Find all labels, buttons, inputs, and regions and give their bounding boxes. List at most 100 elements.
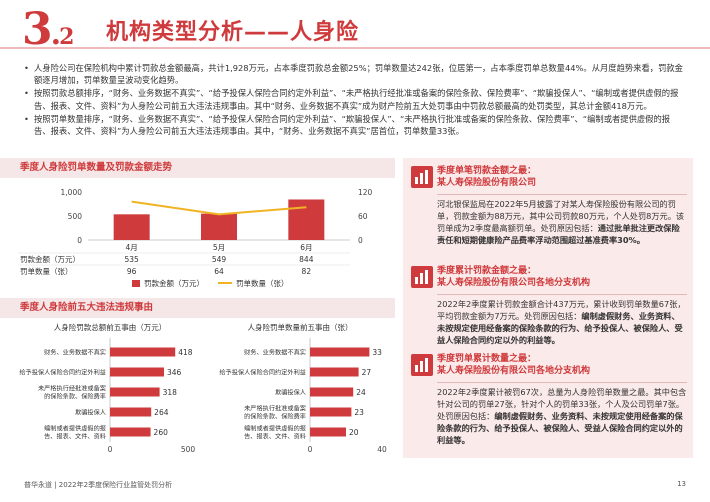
chart-title: 人身险罚款总额前五事由（万元）	[54, 322, 167, 332]
bar-value-label: 23	[354, 408, 364, 417]
bar-value-label: 260	[154, 428, 169, 437]
left-axis-tick: 0	[77, 236, 82, 245]
ticket-count-chart: 人身险罚单数量前五事由（张） 财务、业务数据不真实 33 给予投保人保险合同约定外利益…	[219, 322, 387, 454]
category-label: 的保险条款、保险费率	[44, 393, 106, 401]
category-label: 编制或者提供虚假的报	[44, 425, 106, 433]
value-bar	[110, 407, 152, 417]
x-axis-tick: 0	[308, 445, 313, 454]
bar-value-label: 346	[167, 368, 182, 377]
category-label: 编制或者提供虚假的报	[244, 425, 306, 433]
card-body: 河北银保监局在2022年5月披露了对某人寿保险股份有限公司的罚单，罚款金额为88…	[437, 199, 685, 245]
category-label: 6月	[300, 243, 312, 252]
category-label: 4月	[126, 243, 138, 252]
value-bar	[110, 387, 160, 397]
card-title-line2: 某人寿保险股份有限公司	[437, 178, 537, 188]
legend-swatch-bar	[132, 280, 140, 287]
right-axis-tick: 0	[358, 236, 363, 245]
highlight-card-ticket-count: 季度罚单累计数量之最： 某人寿保险股份有限公司各地分支机构 2022年2季度累计…	[403, 350, 693, 445]
page-footer: 普华永道 | 2022年2季度保险行业监管处罚分析 13	[0, 472, 710, 502]
highlight-card-total-fine: 季度累计罚款金额之最： 某人寿保险股份有限公司各地分支机构 2022年2季度累计…	[403, 262, 693, 345]
x-axis-tick: 500	[181, 445, 196, 454]
stat-chart-icon	[411, 166, 433, 188]
value-bar	[310, 367, 359, 377]
top-five-panel-title: 季度人身险前五大违法违规事由	[0, 298, 395, 318]
value-bar	[310, 347, 370, 357]
category-label: 未严格执行批准或备案	[244, 405, 307, 413]
table-row-label: 罚款金额（万元）	[20, 254, 80, 264]
right-axis-tick: 120	[358, 188, 373, 197]
category-label: 未严格执行经批准或备案	[38, 385, 107, 393]
footer-source: 普华永道 | 2022年2季度保险行业监管处罚分析	[24, 481, 173, 489]
stat-chart-icon	[411, 354, 433, 376]
table-row-label: 罚单数量（张）	[20, 266, 73, 276]
bar-value-label: 20	[349, 428, 359, 437]
page-title: 机构类型分析——人身险	[106, 20, 360, 45]
bar-value-label: 418	[178, 348, 193, 357]
card-title-line2: 某人寿保险股份有限公司各地分支机构	[437, 278, 591, 288]
stat-chart-icon	[411, 266, 433, 288]
card-title-line2: 某人寿保险股份有限公司各地分支机构	[437, 366, 591, 376]
category-label: 给予投保人保险合同约定外利益	[19, 369, 106, 377]
fine-amount-bar	[201, 213, 237, 240]
header-divider	[0, 47, 710, 49]
trend-panel-title: 季度人身险罚单数量及罚款金额走势	[0, 158, 395, 178]
card-title-line1: 季度累计罚款金额之最：	[437, 266, 537, 276]
value-bar	[310, 407, 352, 417]
page-header: 3.2 机构类型分析——人身险	[0, 0, 710, 58]
highlight-card-single-fine: 季度单笔罚款金额之最： 某人寿保险股份有限公司 河北银保监局在2022年5月披露…	[403, 162, 693, 245]
table-cell: 549	[212, 255, 227, 264]
left-axis-tick: 1,000	[61, 188, 83, 197]
table-cell: 64	[214, 267, 224, 276]
category-label: 给予投保人保险合同约定外利益	[219, 369, 306, 377]
table-cell: 82	[302, 267, 312, 276]
category-label: 欺骗投保人	[275, 389, 306, 397]
summary-bullets: 人身险公司在保险机构中累计罚款总金额最高，共计1,928万元，占本季度罚款总金额…	[24, 62, 684, 138]
trend-panel: 季度人身险罚单数量及罚款金额走势 0 500 1,000 0 60 120 4月 5月 6月罚款…	[0, 158, 395, 293]
bar-value-label: 318	[163, 388, 178, 397]
fine-amount-bar	[113, 214, 150, 240]
x-axis-tick: 0	[108, 445, 113, 454]
legend-label: 罚款金额（万元）	[144, 278, 204, 288]
legend-label: 罚单数量（张）	[236, 278, 289, 288]
right-axis-tick: 60	[358, 212, 368, 221]
page-number: 13	[677, 480, 686, 488]
card-title-line1: 季度罚单累计数量之最：	[437, 354, 537, 364]
category-label: 欺骗投保人	[75, 409, 106, 417]
value-bar	[310, 427, 346, 437]
value-bar	[110, 367, 164, 377]
table-cell: 844	[299, 255, 314, 264]
left-axis-tick: 500	[68, 212, 83, 221]
bullet-item: 按照罚款总额排序，“财务、业务数据不真实”、“给予投保人保险合同约定外利益”、“…	[24, 87, 684, 111]
value-bar	[110, 347, 176, 357]
table-cell: 535	[125, 255, 140, 264]
fine-amount-chart: 人身险罚款总额前五事由（万元） 财务、业务数据不真实 418 给予投保人保险合同约定外…	[19, 322, 196, 454]
category-label: 财务、业务数据不真实	[244, 349, 306, 357]
bar-value-label: 27	[362, 368, 372, 377]
fine-amount-bar	[288, 199, 325, 240]
ticket-count-line	[131, 200, 307, 216]
table-cell: 96	[127, 267, 137, 276]
bullet-item: 按照罚单数量排序，“财务、业务数据不真实”、“给予投保人保险合同约定外利益”、“…	[24, 113, 684, 137]
value-bar	[310, 387, 354, 397]
chart-title: 人身险罚单数量前五事由（张）	[248, 322, 353, 332]
category-label: 财务、业务数据不真实	[44, 349, 106, 357]
category-label: 告、报表、文件、资料	[244, 433, 306, 441]
section-number: 3.2	[22, 4, 74, 55]
card-divider	[437, 294, 687, 295]
card-title-line1: 季度单笔罚款金额之最：	[437, 166, 537, 176]
value-bar	[110, 427, 151, 437]
bar-value-label: 264	[154, 408, 169, 417]
bullet-item: 人身险公司在保险机构中累计罚款总金额最高，共计1,928万元，占本季度罚款总金额…	[24, 62, 684, 86]
card-divider	[437, 194, 687, 195]
card-divider	[437, 382, 687, 383]
x-axis-tick: 40	[377, 445, 387, 454]
top-five-panel: 季度人身险前五大违法违规事由 人身险罚款总额前五事由（万元） 财务、业务数据不真实…	[0, 298, 395, 458]
bar-value-label: 24	[356, 388, 366, 397]
card-body: 2022年2季度累计罚款金额合计437万元，累计收到罚单数量67张，平均罚款金额…	[437, 299, 686, 345]
bar-value-label: 33	[372, 348, 382, 357]
category-label: 告、报表、文件、资料	[44, 433, 106, 441]
card-body: 2022年2季度累计被罚67次，总量为人身险罚单数量之最。其中包含针对公司的罚单…	[437, 387, 687, 445]
highlight-column: 季度单笔罚款金额之最： 某人寿保险股份有限公司 河北银保监局在2022年5月披露…	[403, 158, 693, 458]
category-label: 5月	[213, 243, 225, 252]
